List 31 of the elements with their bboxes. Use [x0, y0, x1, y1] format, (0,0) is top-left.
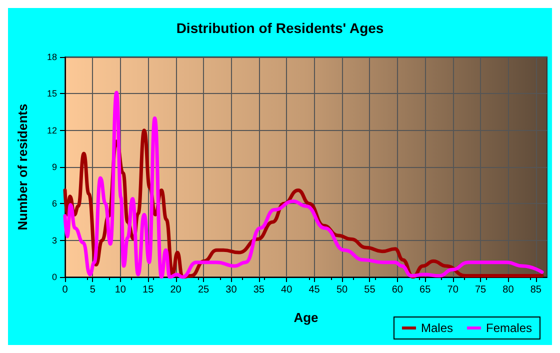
x-axis-title: Age — [294, 310, 318, 325]
x-tick-label: 5 — [90, 284, 96, 296]
x-tick-label: 50 — [336, 284, 348, 296]
x-tick-label: 30 — [226, 284, 238, 296]
x-tick-label: 80 — [502, 284, 514, 296]
x-tick-label: 65 — [420, 284, 432, 296]
y-tick-label: 12 — [46, 125, 57, 136]
legend-label: Females — [486, 321, 532, 335]
y-tick-label: 9 — [52, 162, 57, 172]
x-tick-label: 55 — [364, 284, 376, 296]
x-tick-label: 0 — [62, 284, 68, 296]
y-tick-label: 6 — [52, 198, 57, 209]
legend-label: Males — [420, 321, 453, 335]
x-tick-label: 45 — [308, 284, 320, 296]
x-tick-label: 75 — [474, 284, 487, 296]
x-tick-label: 40 — [281, 284, 293, 296]
x-tick-label: 20 — [170, 284, 182, 296]
y-tick-label: 18 — [46, 52, 57, 62]
x-tick-label: 15 — [142, 284, 154, 296]
chart-title: Distribution of Residents' Ages — [176, 20, 384, 36]
y-tick-label: 15 — [46, 88, 57, 99]
y-tick-label: 3 — [52, 235, 57, 246]
line-series — [63, 90, 544, 279]
x-tick-label: 35 — [253, 284, 265, 296]
x-tick-label: 70 — [447, 284, 459, 296]
y-tick-label: 0 — [52, 272, 57, 282]
y-axis-title: Number of residents — [15, 104, 30, 230]
x-tick-label: 85 — [530, 284, 542, 296]
x-tick-label: 10 — [114, 284, 126, 296]
x-tick-label: 25 — [198, 284, 210, 296]
x-tick-label: 60 — [392, 284, 404, 296]
